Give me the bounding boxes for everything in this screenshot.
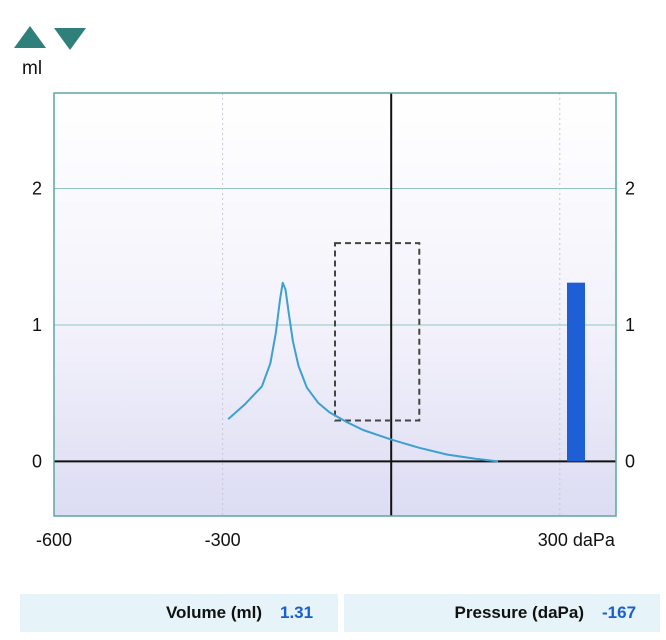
- y-tick-label-left: 0: [32, 451, 42, 471]
- normal-range-box: [334, 242, 421, 422]
- pressure-label: Pressure (daPa): [454, 603, 584, 622]
- triangle-up-icon[interactable]: [14, 26, 46, 48]
- y-tick-label-right: 1: [625, 315, 635, 335]
- tympanogram-chart: 0 0 1 1 2 2 -600 -300 300 daPa: [32, 92, 635, 550]
- x-tick-label: -300: [205, 530, 241, 550]
- pressure-readout-panel: Pressure (daPa) -167: [344, 594, 660, 632]
- peak-volume-bar: [567, 282, 585, 462]
- x-tick-label: 300 daPa: [538, 530, 616, 550]
- y-tick-label-left: 1: [32, 315, 42, 335]
- y-tick-label-left: 2: [32, 179, 42, 199]
- y-axis-unit-label: ml: [22, 58, 43, 79]
- pressure-value: -167: [602, 603, 637, 622]
- x-tick-label: -600: [36, 530, 72, 550]
- volume-readout-panel: Volume (ml) 1.31: [20, 594, 338, 632]
- volume-label: Volume (ml): [165, 603, 262, 622]
- volume-value: 1.31: [280, 603, 314, 622]
- y-tick-label-right: 2: [625, 179, 635, 199]
- y-tick-label-right: 0: [625, 451, 635, 471]
- tympanogram-curve: [227, 281, 499, 463]
- plot-frame: [53, 92, 617, 517]
- triangle-down-icon[interactable]: [54, 28, 86, 50]
